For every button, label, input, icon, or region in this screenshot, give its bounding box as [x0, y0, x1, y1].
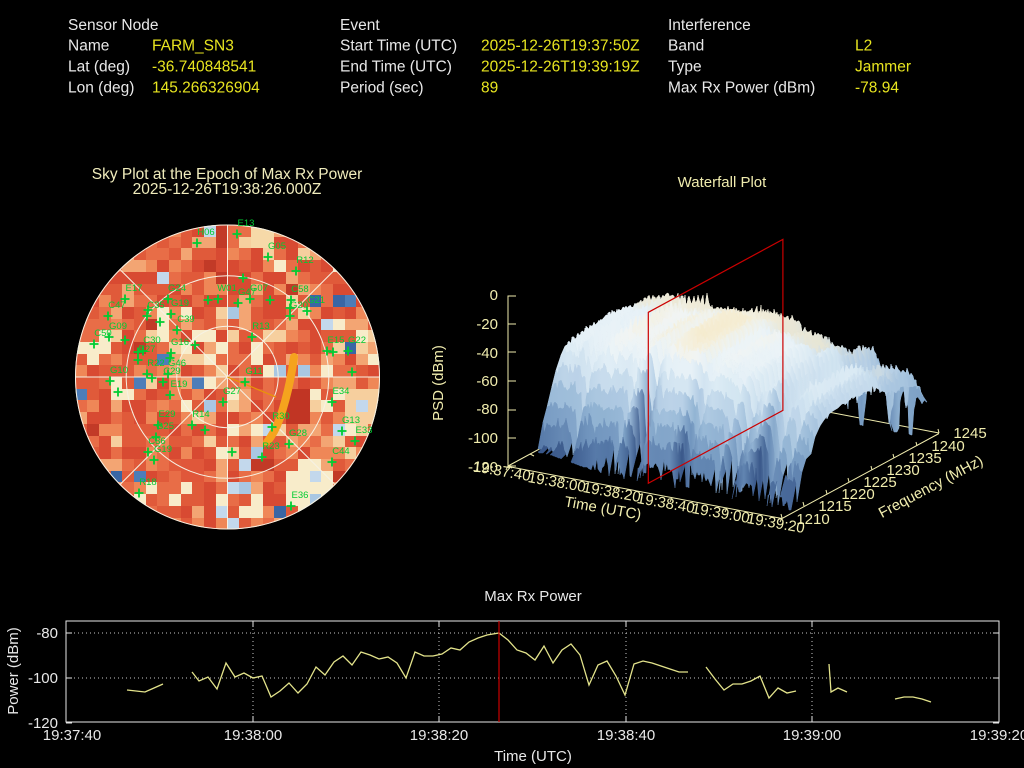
- svg-text:G11: G11: [245, 366, 262, 377]
- svg-text:1235: 1235: [908, 450, 941, 467]
- svg-text:19:37:40: 19:37:40: [43, 727, 101, 744]
- svg-text:G24: G24: [168, 283, 186, 294]
- svg-text:E17: E17: [126, 283, 143, 294]
- svg-text:19:38:20: 19:38:20: [410, 727, 468, 744]
- svg-text:1210: 1210: [796, 511, 829, 528]
- svg-text:E15: E15: [328, 335, 345, 346]
- svg-text:-40: -40: [476, 345, 498, 362]
- svg-text:G28: G28: [289, 428, 307, 439]
- svg-text:G09: G09: [109, 321, 127, 332]
- svg-text:E36: E36: [292, 490, 309, 501]
- svg-text:-120: -120: [468, 459, 498, 476]
- svg-text:G13: G13: [342, 415, 360, 426]
- svg-text:19:38:00: 19:38:00: [224, 727, 282, 744]
- svg-text:Jammer: Jammer: [855, 59, 911, 76]
- svg-text:Waterfall Plot: Waterfall Plot: [678, 174, 767, 191]
- svg-text:G25: G25: [156, 421, 174, 432]
- svg-text:Name: Name: [68, 38, 109, 55]
- svg-text:Lon (deg): Lon (deg): [68, 80, 134, 97]
- svg-text:G21: G21: [307, 295, 325, 306]
- svg-text:G22: G22: [348, 335, 366, 346]
- svg-text:Start Time (UTC): Start Time (UTC): [340, 38, 457, 55]
- svg-text:C29: C29: [163, 366, 180, 377]
- svg-text:-100: -100: [28, 670, 58, 687]
- svg-text:1240: 1240: [931, 438, 964, 455]
- svg-text:-78.94: -78.94: [855, 80, 899, 97]
- svg-text:E29: E29: [159, 409, 176, 420]
- svg-text:0: 0: [490, 287, 498, 304]
- svg-text:L2: L2: [855, 38, 872, 55]
- svg-text:-60: -60: [476, 373, 498, 390]
- svg-text:C47: C47: [108, 300, 125, 311]
- svg-text:G10: G10: [110, 365, 128, 376]
- svg-text:2025-12-26T19:38:26.000Z: 2025-12-26T19:38:26.000Z: [133, 181, 322, 198]
- svg-text:89: 89: [481, 80, 498, 97]
- svg-text:C39: C39: [177, 314, 194, 325]
- svg-text:FARM_SN3: FARM_SN3: [152, 38, 234, 55]
- svg-text:Max Rx Power: Max Rx Power: [484, 588, 582, 605]
- svg-text:R18: R18: [139, 477, 156, 488]
- svg-text:G47: G47: [238, 287, 256, 298]
- svg-text:R23: R23: [262, 441, 279, 452]
- svg-text:End Time (UTC): End Time (UTC): [340, 59, 452, 76]
- svg-text:R13: R13: [252, 321, 269, 332]
- svg-text:1245: 1245: [953, 425, 986, 442]
- svg-text:-20: -20: [476, 316, 498, 333]
- svg-text:C35: C35: [147, 300, 164, 311]
- svg-text:W01: W01: [217, 283, 237, 294]
- svg-text:E34: E34: [333, 386, 350, 397]
- svg-text:C50: C50: [94, 328, 111, 339]
- svg-text:-36.740848541: -36.740848541: [152, 59, 256, 76]
- svg-text:Event: Event: [340, 17, 380, 34]
- svg-text:R12: R12: [296, 255, 313, 266]
- svg-text:Lat (deg): Lat (deg): [68, 59, 130, 76]
- svg-text:1230: 1230: [886, 462, 919, 479]
- svg-text:C44: C44: [332, 446, 349, 457]
- svg-text:H06: H06: [197, 227, 214, 238]
- svg-text:E27: E27: [139, 344, 156, 355]
- svg-text:R22: R22: [147, 358, 164, 369]
- svg-text:G07: G07: [250, 283, 268, 294]
- svg-text:2025-12-26T19:39:19Z: 2025-12-26T19:39:19Z: [481, 59, 640, 76]
- svg-text:C36: C36: [148, 436, 165, 447]
- svg-text:Period (sec): Period (sec): [340, 80, 424, 97]
- svg-text:R30: R30: [272, 411, 289, 422]
- svg-text:G46: G46: [168, 358, 186, 369]
- svg-text:G05: G05: [268, 241, 286, 252]
- svg-text:-100: -100: [468, 430, 498, 447]
- svg-text:1220: 1220: [841, 486, 874, 503]
- svg-text:-80: -80: [36, 625, 58, 642]
- svg-text:19:39:20: 19:39:20: [970, 727, 1024, 744]
- svg-text:-120: -120: [28, 715, 58, 732]
- svg-text:Band: Band: [668, 38, 704, 55]
- svg-text:-80: -80: [476, 401, 498, 418]
- svg-text:Max Rx Power (dBm): Max Rx Power (dBm): [668, 80, 815, 97]
- svg-text:G16: G16: [171, 337, 189, 348]
- svg-text:R14: R14: [192, 409, 209, 420]
- svg-text:G27: G27: [223, 386, 241, 397]
- svg-text:Interference: Interference: [668, 17, 751, 34]
- svg-text:E19: E19: [171, 379, 188, 390]
- svg-text:Sensor Node: Sensor Node: [68, 17, 158, 34]
- svg-text:PSD (dBm): PSD (dBm): [430, 345, 447, 421]
- svg-text:C30: C30: [143, 335, 160, 346]
- svg-text:G19: G19: [154, 444, 172, 455]
- svg-text:Type: Type: [668, 59, 702, 76]
- svg-text:1215: 1215: [818, 498, 851, 515]
- svg-text:G19: G19: [171, 298, 189, 309]
- svg-text:145.266326904: 145.266326904: [152, 80, 260, 97]
- svg-text:C58: C58: [291, 284, 308, 295]
- svg-text:19:38:40: 19:38:40: [597, 727, 655, 744]
- svg-text:E33: E33: [356, 425, 373, 436]
- svg-text:Time (UTC): Time (UTC): [494, 748, 572, 765]
- svg-text:E13: E13: [238, 218, 255, 229]
- svg-text:G20: G20: [290, 300, 308, 311]
- svg-text:Power (dBm): Power (dBm): [5, 627, 22, 715]
- svg-text:1225: 1225: [863, 474, 896, 491]
- svg-text:19:39:00: 19:39:00: [783, 727, 841, 744]
- svg-text:2025-12-26T19:37:50Z: 2025-12-26T19:37:50Z: [481, 38, 640, 55]
- svg-text:Sky Plot at the Epoch of Max R: Sky Plot at the Epoch of Max Rx Power: [92, 166, 363, 183]
